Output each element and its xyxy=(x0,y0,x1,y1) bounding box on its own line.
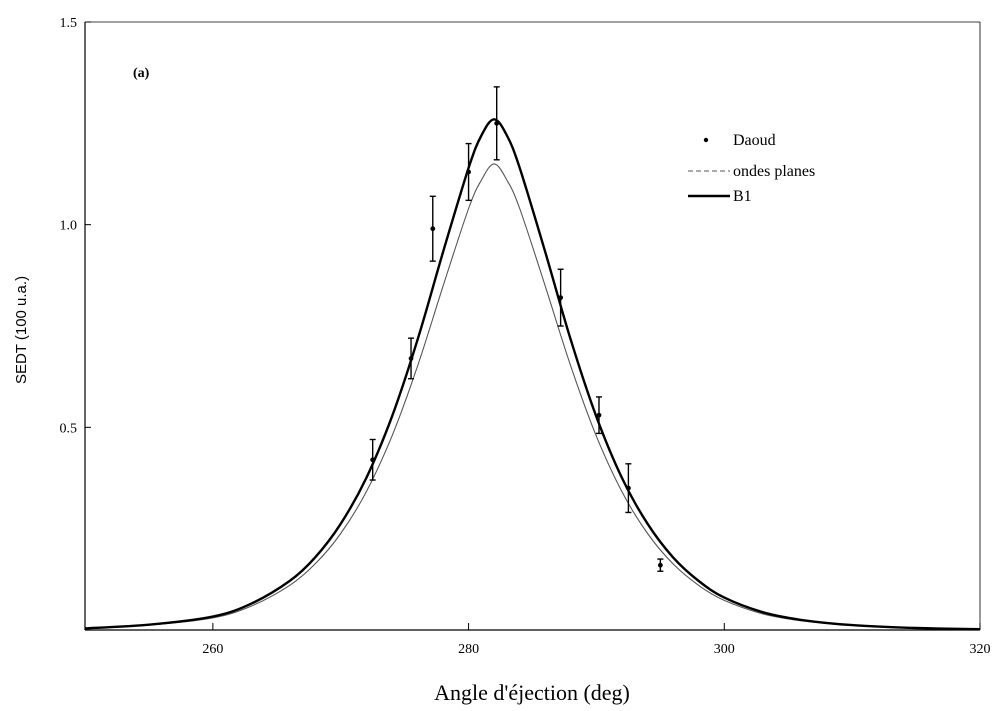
x-tick-label: 260 xyxy=(202,642,223,657)
axis-ticks: 260 280 300 320 0.5 1.0 1.5 xyxy=(60,16,991,657)
data-point-daoud xyxy=(370,457,376,463)
data-point-daoud xyxy=(625,485,631,491)
series-curves xyxy=(84,118,981,631)
data-point-daoud xyxy=(466,169,471,175)
series-points xyxy=(369,86,664,572)
y-axis-title: SEDT (100 u.a.) xyxy=(13,276,30,384)
legend-label-daoud: Daoud xyxy=(733,132,776,149)
y-tick-label: 1.5 xyxy=(60,16,78,31)
legend-label-b1: B1 xyxy=(733,188,752,205)
plot-area xyxy=(84,21,981,631)
data-point-daoud xyxy=(558,295,564,301)
data-point-daoud xyxy=(657,562,663,568)
x-tick-label: 280 xyxy=(458,642,479,657)
y-tick-label: 0.5 xyxy=(60,421,78,436)
legend: Daoud ondes planes B1 xyxy=(688,132,815,205)
series-line-b1 xyxy=(84,118,981,631)
series-line-ondes-planes xyxy=(84,163,981,630)
data-point-daoud xyxy=(596,412,602,418)
x-tick-label: 300 xyxy=(714,642,735,657)
legend-label-ondes-planes: ondes planes xyxy=(733,163,815,180)
legend-marker-daoud xyxy=(703,137,709,143)
data-point-daoud xyxy=(430,226,436,232)
data-point-daoud xyxy=(408,356,414,361)
panel-label: (a) xyxy=(133,66,150,81)
data-point-daoud xyxy=(494,120,500,126)
y-tick-label: 1.0 xyxy=(60,219,78,234)
x-axis-title: Angle d'éjection (deg) xyxy=(434,680,630,705)
x-tick-label: 320 xyxy=(970,642,991,657)
